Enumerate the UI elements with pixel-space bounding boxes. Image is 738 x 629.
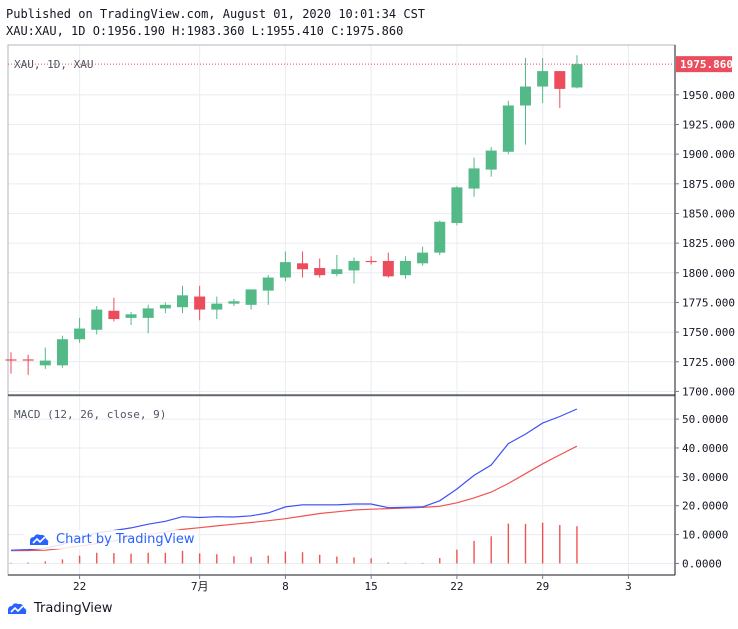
grid-lines: [8, 45, 675, 575]
candle: [485, 147, 497, 177]
candle: [22, 354, 34, 375]
candle: [262, 275, 274, 305]
macd-tick-label: 50.0000: [682, 413, 728, 426]
candle: [74, 317, 86, 343]
candles: [5, 55, 675, 375]
macd-tick-label: 30.0000: [682, 471, 728, 484]
price-tick-label: 1875.000: [682, 178, 735, 191]
price-tick-label: 1900.000: [682, 148, 735, 161]
chart-frame: [7, 44, 676, 576]
time-tick-label: 7月: [191, 580, 209, 593]
candle: [502, 100, 514, 155]
macd-tick-label: 0.0000: [682, 557, 722, 570]
candle: [468, 157, 480, 197]
candle: [245, 289, 257, 310]
macd-tick-label: 40.0000: [682, 442, 728, 455]
time-tick-label: 29: [536, 580, 549, 593]
axes: 1700.000 1725.000 1750.000 1775.000 1800.000…: [73, 56, 735, 593]
price-tick-label: 1775.000: [682, 296, 735, 309]
price-tick-label: 1750.000: [682, 326, 735, 339]
watermark-text: Chart by TradingView: [56, 532, 195, 547]
price-tick-label: 1800.000: [682, 267, 735, 280]
candle: [177, 285, 188, 314]
ohlc-line: XAU:XAU, 1D O:1956.190 H:1983.360 L:1955…: [6, 24, 404, 38]
tradingview-logo-icon: [8, 602, 27, 614]
chart-header: Published on TradingView.com, August 01,…: [6, 6, 425, 40]
time-tick-label: 3: [625, 580, 632, 593]
candle: [142, 304, 154, 334]
time-tick-label: 22: [450, 580, 463, 593]
price-tick-label: 1825.000: [682, 237, 735, 250]
price-tick-label: 1850.000: [682, 207, 735, 220]
candle: [520, 58, 531, 145]
candle: [108, 297, 120, 322]
candle: [159, 302, 171, 314]
last-price-label-bg: [676, 56, 732, 73]
candle: [382, 252, 394, 278]
candle: [228, 298, 240, 307]
price-tick-label: 1725.000: [682, 356, 735, 369]
macd-tick-label: 20.0000: [682, 500, 728, 513]
macd-tick-label: 10.0000: [682, 529, 728, 542]
candle: [365, 256, 377, 265]
last-price-label: 1975.860: [680, 58, 733, 71]
time-tick-label: 8: [282, 580, 289, 593]
price-pane-label: XAU, 1D, XAU: [14, 58, 93, 71]
candle: [451, 186, 463, 226]
footer-brand[interactable]: TradingView: [6, 601, 113, 616]
candle: [56, 335, 68, 368]
price-tick-label: 1950.000: [682, 89, 735, 102]
candle: [399, 256, 411, 279]
candle: [314, 258, 326, 278]
price-tick-label: 1700.000: [682, 385, 735, 398]
candle: [297, 251, 309, 278]
candle: [211, 296, 223, 320]
candle: [348, 257, 360, 284]
time-tick-label: 15: [365, 580, 378, 593]
macd-pane-label: MACD (12, 26, close, 9): [14, 408, 166, 421]
candle: [434, 220, 446, 255]
chart-watermark[interactable]: Chart by TradingView: [24, 530, 199, 549]
candle: [5, 352, 17, 374]
candle: [279, 251, 291, 282]
candle: [91, 306, 103, 335]
candle: [125, 311, 137, 325]
candle: [417, 246, 429, 266]
candle: [194, 285, 206, 321]
candle: [571, 55, 583, 89]
candle: [39, 347, 51, 369]
tradingview-logo-icon: [30, 533, 49, 545]
candle: [331, 255, 343, 277]
footer-brand-text: TradingView: [34, 601, 113, 616]
price-tick-label: 1925.000: [682, 118, 735, 131]
time-tick-label: 22: [73, 580, 86, 593]
candle: [554, 71, 566, 108]
published-line: Published on TradingView.com, August 01,…: [6, 7, 426, 21]
candle: [537, 58, 549, 104]
